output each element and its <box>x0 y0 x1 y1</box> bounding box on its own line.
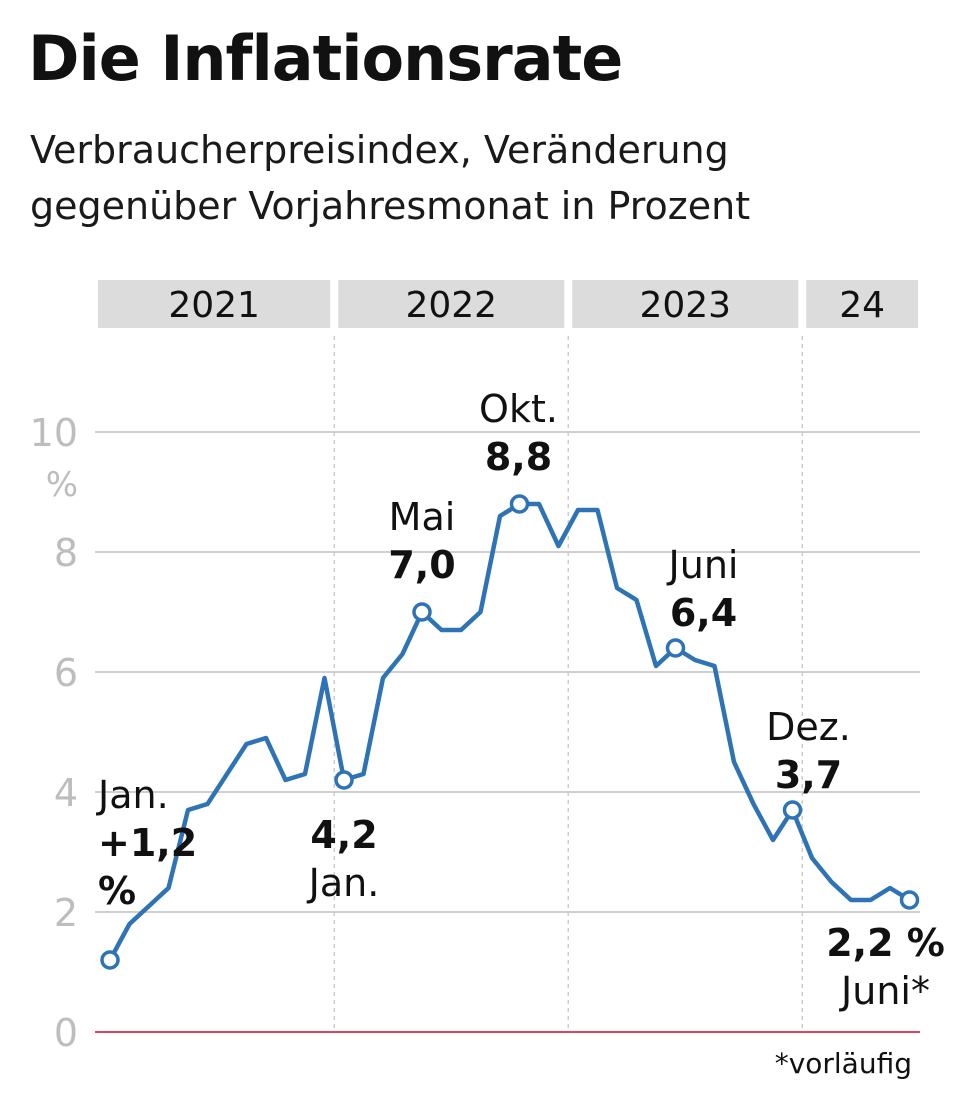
highlight-point-2024-06 <box>899 890 920 910</box>
data-label-2024-06-1: Juni* <box>839 969 930 1013</box>
chart-subtitle-line-1: Verbraucherpreisindex, Veränderung <box>30 128 729 172</box>
data-label-2023-06-1: 6,4 <box>670 591 737 635</box>
y-tick-4: 4 <box>54 771 78 815</box>
data-label-2022-01-0: 4,2 <box>310 813 377 857</box>
y-tick-10: 10 <box>30 411 78 455</box>
data-label-2022-01-1: Jan. <box>307 861 380 905</box>
series-line-0 <box>107 501 912 963</box>
year-band-2022 <box>338 280 565 328</box>
year-label-2022: 2022 <box>405 285 497 326</box>
highlight-point-2022-01 <box>334 770 354 790</box>
chart-title: Die Inflationsrate <box>28 22 623 95</box>
year-band-2023 <box>572 280 799 328</box>
y-tick-8: 8 <box>54 531 78 575</box>
y-tick-0: 0 <box>54 1011 78 1055</box>
highlight-point-2023-12 <box>782 800 803 820</box>
highlight-point-2023-06 <box>665 638 686 658</box>
data-label-2022-10-0: Okt. <box>479 387 558 431</box>
y-tick-6: 6 <box>54 651 78 695</box>
highlight-point-2022-05 <box>412 602 432 622</box>
chart-subtitle-line-2: gegenüber Vorjahresmonat in Prozent <box>30 184 751 228</box>
year-label-2023: 2023 <box>639 285 731 326</box>
footnote: *vorläufig <box>774 1047 912 1080</box>
data-label-2023-12-1: 3,7 <box>775 753 842 797</box>
y-tick-2: 2 <box>54 891 78 935</box>
data-label-2024-06-0: 2,2 % <box>826 921 945 965</box>
highlight-point-2022-10 <box>509 494 530 514</box>
data-label-2022-05-1: 7,0 <box>388 543 455 587</box>
y-unit-label: % <box>46 465 78 505</box>
data-label-2021-01-1: +1,2 <box>98 821 197 865</box>
data-label-2022-10-1: 8,8 <box>485 435 552 479</box>
year-label-24: 24 <box>839 285 885 326</box>
highlight-point-2021-01 <box>100 950 120 970</box>
data-label-2023-06-0: Juni <box>667 543 739 587</box>
year-label-2021: 2021 <box>168 285 260 326</box>
year-band-2021 <box>98 280 331 328</box>
data-label-2023-12-0: Dez. <box>766 705 851 749</box>
data-label-2021-01-2: % <box>98 869 136 913</box>
data-label-2021-01-0: Jan. <box>96 773 169 817</box>
year-band-24 <box>806 280 918 328</box>
data-label-2022-05-0: Mai <box>389 495 456 539</box>
